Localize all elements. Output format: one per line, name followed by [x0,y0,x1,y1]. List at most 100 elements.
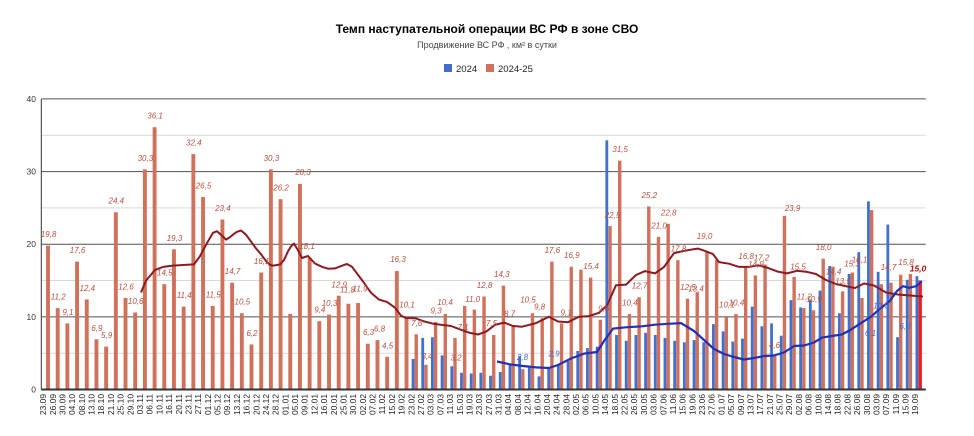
svg-text:22.05: 22.05 [620,394,630,415]
svg-text:27.11: 27.11 [193,394,203,415]
svg-text:07.03: 07.03 [435,394,445,415]
svg-text:12,9: 12,9 [331,280,347,289]
svg-text:11,4: 11,4 [177,291,193,300]
svg-text:19,8: 19,8 [41,230,57,239]
svg-text:29.10: 29.10 [125,394,135,415]
svg-text:19.06: 19.06 [687,394,697,415]
svg-text:26,2: 26,2 [272,184,289,193]
svg-text:23,4: 23,4 [214,204,231,213]
svg-text:04.04: 04.04 [503,394,513,415]
svg-text:16,1: 16,1 [852,256,868,265]
svg-text:28.04: 28.04 [561,394,571,415]
svg-text:25,2: 25,2 [641,191,658,200]
svg-text:32,4: 32,4 [186,139,202,148]
svg-text:19.03: 19.03 [465,394,475,415]
svg-text:11.09: 11.09 [891,394,901,415]
svg-text:23,9: 23,9 [784,204,801,213]
svg-text:30: 30 [27,167,37,177]
svg-text:6,8: 6,8 [899,322,911,331]
svg-text:16.01: 16.01 [319,394,329,415]
svg-text:14,3: 14,3 [494,270,510,279]
svg-text:10,1: 10,1 [719,301,735,310]
svg-text:03.09: 03.09 [871,394,881,415]
svg-text:01.01: 01.01 [280,394,290,415]
svg-text:28,3: 28,3 [294,168,311,177]
svg-text:7,1: 7,1 [457,323,468,332]
svg-text:11.06: 11.06 [668,394,678,415]
svg-text:31,5: 31,5 [612,145,628,154]
svg-text:14,9: 14,9 [748,260,764,269]
svg-text:3,2: 3,2 [450,354,462,363]
svg-text:15,4: 15,4 [583,262,599,271]
svg-text:24.12: 24.12 [261,394,271,415]
svg-text:10.08: 10.08 [813,394,823,415]
svg-text:14.08: 14.08 [823,394,833,415]
svg-text:26.08: 26.08 [852,394,862,415]
svg-text:10,4: 10,4 [622,298,638,307]
svg-text:25.01: 25.01 [339,394,349,415]
svg-text:19,3: 19,3 [167,234,183,243]
svg-text:10,0: 10,0 [873,302,889,311]
svg-text:30,3: 30,3 [264,154,280,163]
svg-text:4,6: 4,6 [769,341,781,350]
svg-text:05.12: 05.12 [213,394,223,415]
svg-text:17,8: 17,8 [671,245,687,254]
svg-text:14,5: 14,5 [157,269,173,278]
svg-text:23.02: 23.02 [406,394,416,415]
svg-text:5,9: 5,9 [101,331,113,340]
svg-text:17,6: 17,6 [545,246,561,255]
svg-text:15,0: 15,0 [910,264,927,274]
svg-text:25.10: 25.10 [116,394,126,415]
svg-text:13.12: 13.12 [232,394,242,415]
svg-text:24.04: 24.04 [552,394,562,415]
svg-text:16.04: 16.04 [532,394,542,415]
svg-text:15.06: 15.06 [678,394,688,415]
svg-text:09.01: 09.01 [300,394,310,415]
svg-text:13,4: 13,4 [688,285,704,294]
svg-text:13.07: 13.07 [746,394,756,415]
svg-text:24,4: 24,4 [108,197,125,206]
svg-text:6,1: 6,1 [865,329,876,338]
svg-text:20: 20 [27,239,37,249]
svg-text:3,4: 3,4 [421,352,433,361]
svg-text:9,8: 9,8 [534,303,546,312]
svg-text:06.08: 06.08 [804,394,814,415]
svg-text:03.03: 03.03 [426,394,436,415]
svg-text:26.09: 26.09 [48,394,58,415]
svg-text:20.01: 20.01 [329,394,339,415]
svg-text:27.02: 27.02 [416,394,426,415]
svg-text:0: 0 [31,385,36,395]
svg-text:7,5: 7,5 [486,319,498,328]
svg-text:19.02: 19.02 [397,394,407,415]
svg-text:7,6: 7,6 [411,319,423,328]
svg-text:27.06: 27.06 [707,394,717,415]
svg-text:26,5: 26,5 [195,182,212,191]
svg-text:07.02: 07.02 [368,394,378,415]
svg-text:10: 10 [27,312,37,322]
svg-text:31.03: 31.03 [494,394,504,415]
svg-text:11,2: 11,2 [51,293,67,302]
svg-text:11,5: 11,5 [206,291,222,300]
svg-text:17,6: 17,6 [70,246,86,255]
svg-text:09.07: 09.07 [736,394,746,415]
svg-text:14,4: 14,4 [826,268,842,277]
svg-text:04.10: 04.10 [67,394,77,415]
svg-text:12,8: 12,8 [477,281,493,290]
svg-text:02.02: 02.02 [358,394,368,415]
svg-text:15,3: 15,3 [844,260,860,269]
svg-text:12,4: 12,4 [80,284,96,293]
svg-text:19,0: 19,0 [697,232,713,241]
svg-text:03.06: 03.06 [649,394,659,415]
svg-text:20.11: 20.11 [174,394,184,415]
svg-text:16,1: 16,1 [254,257,270,266]
svg-text:20.12: 20.12 [251,394,261,415]
svg-text:8,7: 8,7 [504,310,516,319]
svg-text:08.04: 08.04 [513,394,523,415]
svg-text:2,8: 2,8 [516,353,529,362]
svg-text:30,3: 30,3 [138,154,154,163]
svg-text:11.02: 11.02 [377,394,387,415]
svg-text:20.04: 20.04 [542,394,552,415]
svg-text:2024-25: 2024-25 [498,64,533,75]
svg-text:16,8: 16,8 [738,252,754,261]
svg-text:10,5: 10,5 [520,296,536,305]
